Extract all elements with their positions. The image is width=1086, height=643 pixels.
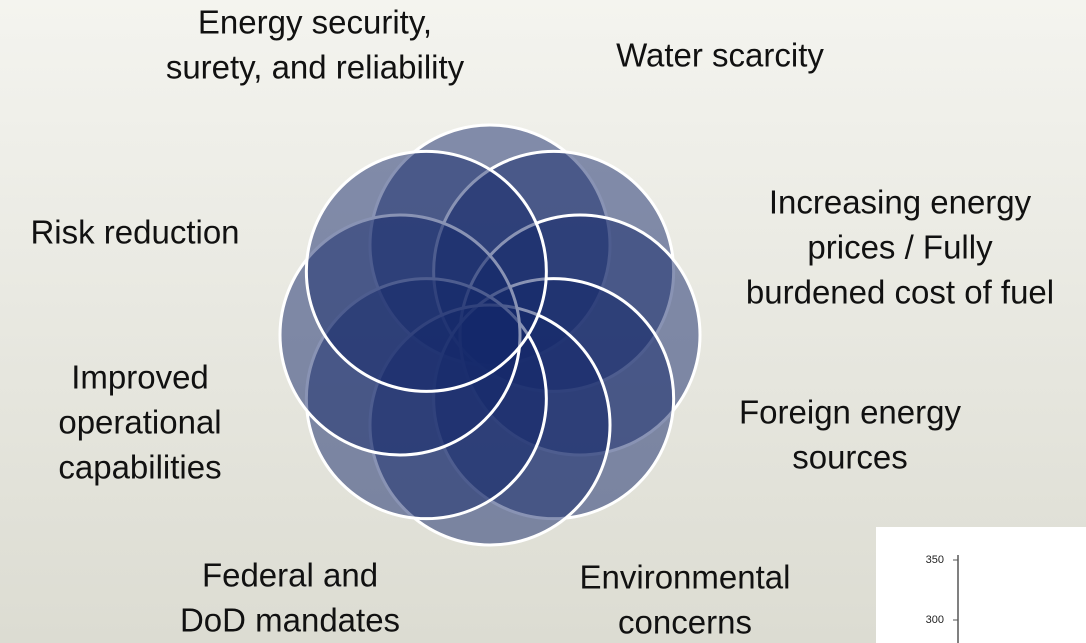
- node-label: operational: [58, 404, 221, 441]
- node-label: Improved: [71, 359, 209, 396]
- node-label: Risk reduction: [30, 214, 239, 251]
- node-label: concerns: [618, 604, 752, 641]
- labels: Energy security, surety, and reliability W…: [30, 4, 1054, 641]
- node-label: Environmental: [580, 559, 791, 596]
- inset-background: [876, 527, 1086, 643]
- inset-tick-label: 300: [926, 614, 944, 626]
- circle-ring: [278, 123, 702, 547]
- inset-chart: 350 300: [876, 527, 1086, 643]
- node-label: burdened cost of fuel: [746, 274, 1054, 311]
- ring-circle: [304, 149, 548, 393]
- node-label: surety, and reliability: [166, 49, 465, 86]
- node-label: prices / Fully: [807, 229, 993, 266]
- node-label: Increasing energy: [769, 184, 1032, 221]
- node-label: Foreign energy: [739, 394, 961, 431]
- node-label: sources: [792, 439, 908, 476]
- node-label: Water scarcity: [616, 37, 824, 74]
- node-label: Energy security,: [198, 4, 432, 41]
- node-label: capabilities: [58, 449, 221, 486]
- node-label: DoD mandates: [180, 602, 400, 639]
- node-label: Federal and: [202, 557, 378, 594]
- inset-tick-label: 350: [926, 554, 944, 566]
